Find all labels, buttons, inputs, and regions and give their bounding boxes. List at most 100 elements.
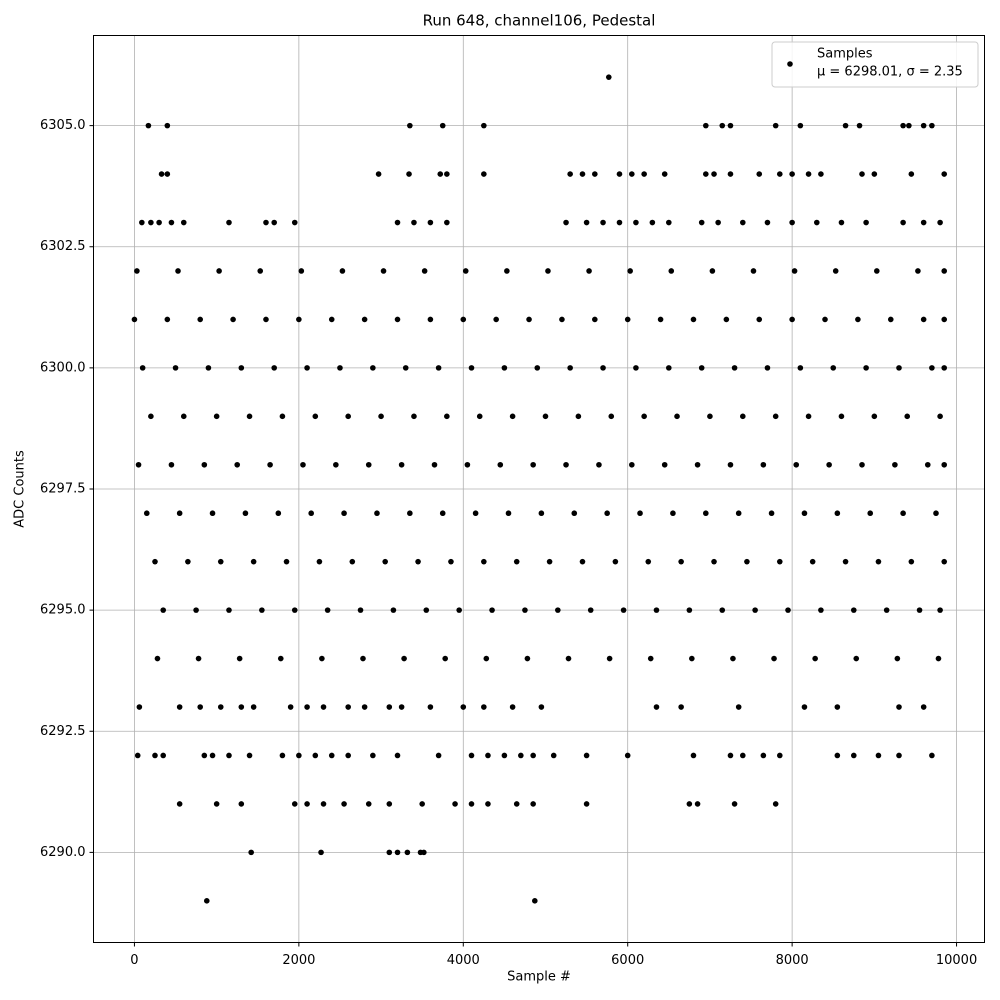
data-point — [637, 510, 643, 517]
data-point — [900, 510, 906, 517]
data-point — [842, 558, 849, 565]
data-point — [209, 510, 216, 517]
data-point — [468, 801, 475, 807]
data-point — [532, 898, 538, 904]
legend-box — [771, 41, 979, 88]
data-point — [740, 752, 746, 759]
data-point — [608, 413, 615, 420]
data-point — [472, 510, 479, 517]
data-point — [855, 316, 861, 323]
data-point — [904, 413, 911, 420]
data-point — [152, 558, 158, 565]
data-point — [217, 558, 224, 565]
data-point — [226, 752, 232, 759]
data-point — [236, 655, 243, 662]
data-point — [776, 558, 783, 565]
data-point — [205, 365, 212, 371]
data-point — [386, 704, 393, 710]
data-point — [296, 752, 302, 759]
data-point — [867, 510, 874, 517]
data-point — [805, 413, 812, 420]
data-point — [606, 655, 613, 662]
data-point — [341, 801, 347, 807]
data-point — [279, 413, 286, 420]
data-point — [485, 801, 491, 807]
data-point — [668, 268, 675, 274]
data-point — [575, 413, 582, 420]
data-point — [468, 752, 475, 759]
data-point — [296, 316, 302, 323]
data-point — [915, 268, 921, 274]
data-point — [647, 655, 654, 662]
data-point — [360, 655, 366, 662]
data-point — [197, 316, 204, 323]
data-point — [711, 171, 717, 177]
y-tick-label: 6290.0 — [40, 845, 86, 860]
data-point — [853, 655, 860, 662]
data-point — [345, 704, 351, 710]
data-point — [513, 558, 520, 565]
x-axis-label: Sample # — [507, 970, 571, 985]
data-point — [616, 171, 623, 177]
data-point — [641, 171, 647, 177]
data-point — [152, 752, 158, 759]
data-point — [298, 268, 305, 274]
data-point — [448, 558, 454, 565]
data-point — [468, 365, 475, 371]
data-point — [365, 461, 372, 468]
data-point — [382, 558, 388, 565]
data-point — [703, 510, 709, 517]
data-point — [583, 752, 590, 759]
data-point — [257, 268, 264, 274]
data-point — [421, 268, 428, 274]
data-point — [592, 316, 598, 323]
data-point — [489, 607, 495, 613]
data-point — [686, 801, 693, 807]
data-point — [698, 365, 705, 371]
data-point — [427, 219, 434, 226]
data-point — [312, 752, 319, 759]
data-point — [892, 461, 898, 468]
data-point — [686, 607, 693, 613]
data-point — [481, 122, 487, 129]
data-point — [435, 752, 442, 759]
data-point — [760, 752, 767, 759]
data-point — [933, 510, 939, 517]
data-point — [740, 413, 746, 420]
data-point — [583, 801, 590, 807]
data-point — [941, 365, 948, 371]
data-point — [300, 461, 306, 468]
data-point — [545, 268, 551, 274]
y-tick-label: 6295.0 — [40, 603, 86, 618]
data-point — [380, 268, 387, 274]
data-point — [160, 607, 167, 613]
data-point — [538, 704, 545, 710]
data-point — [908, 171, 915, 177]
data-point — [871, 171, 878, 177]
data-point — [481, 704, 487, 710]
data-point — [916, 607, 923, 613]
data-point — [439, 510, 446, 517]
data-point — [375, 171, 382, 177]
data-point — [248, 849, 254, 856]
data-point — [674, 413, 680, 420]
data-point — [226, 219, 232, 226]
data-point — [924, 461, 931, 468]
data-point — [838, 219, 845, 226]
data-point — [694, 461, 701, 468]
data-point — [530, 752, 536, 759]
data-point — [740, 219, 746, 226]
y-tick-label: 6302.5 — [40, 239, 86, 254]
data-point — [645, 558, 652, 565]
data-point — [378, 413, 384, 420]
data-point — [435, 365, 442, 371]
data-point — [213, 801, 220, 807]
data-point — [624, 752, 631, 759]
data-point — [263, 316, 269, 323]
data-point — [444, 413, 450, 420]
data-point — [427, 316, 434, 323]
data-point — [719, 607, 726, 613]
data-point — [764, 365, 771, 371]
data-point — [370, 752, 376, 759]
data-point — [320, 801, 327, 807]
